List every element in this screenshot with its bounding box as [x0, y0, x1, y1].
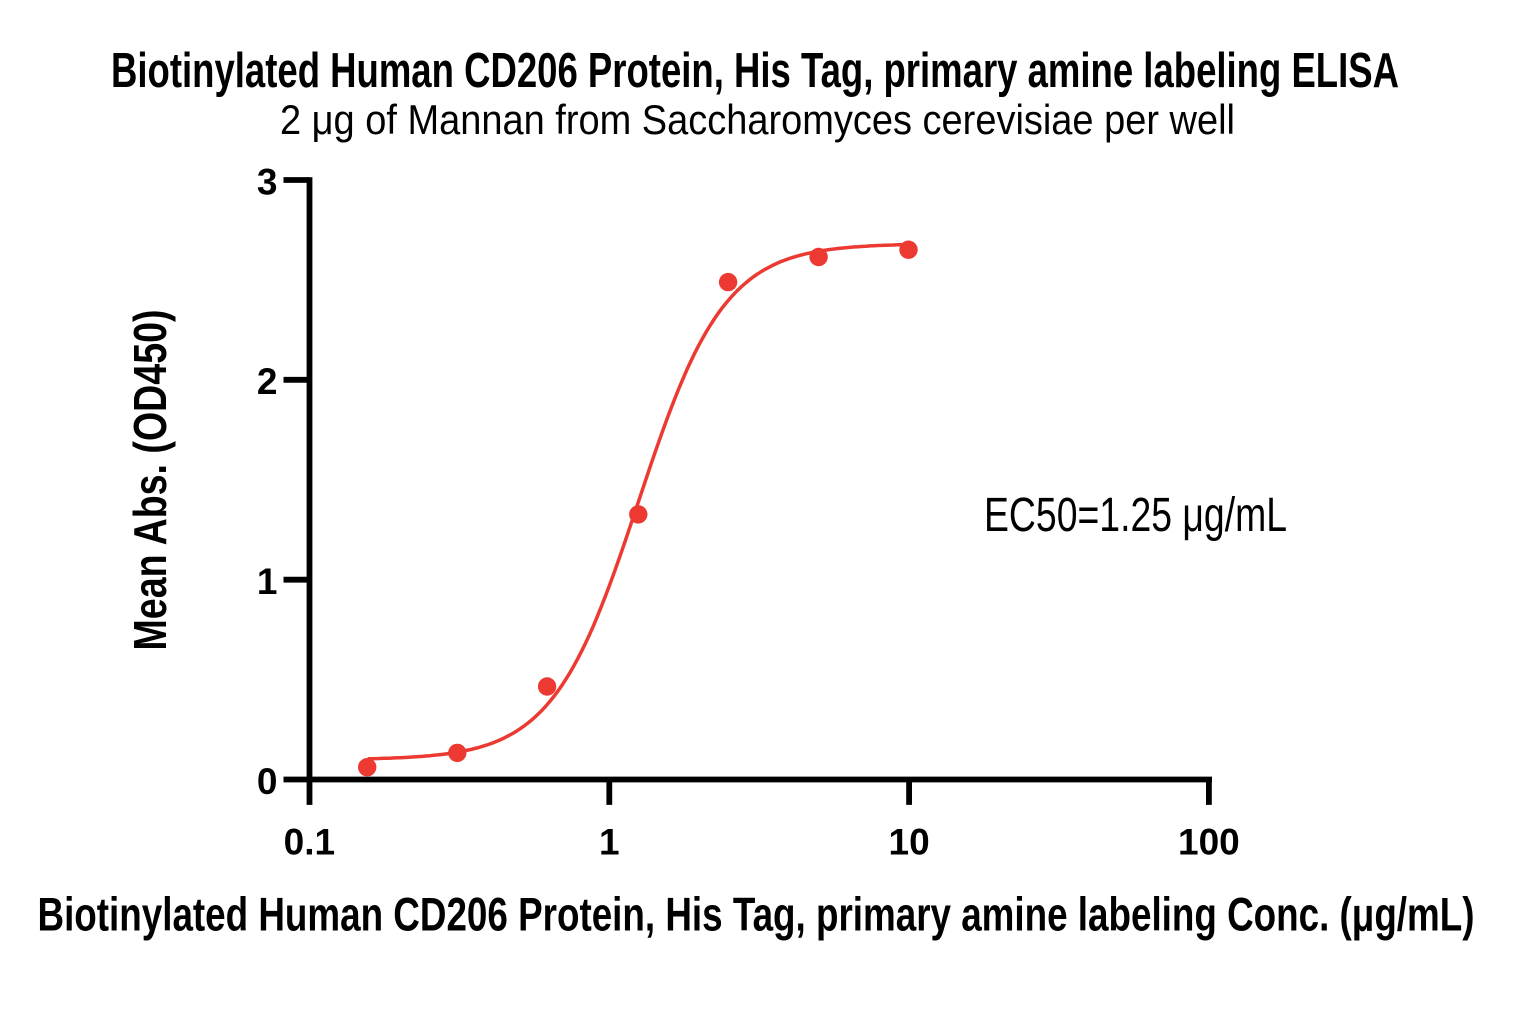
svg-text:Biotinylated Human CD206 Prote: Biotinylated Human CD206 Protein, His Ta…: [38, 888, 1475, 941]
svg-text:Biotinylated Human CD206 Prote: Biotinylated Human CD206 Protein, His Ta…: [111, 44, 1399, 98]
svg-text:10: 10: [889, 821, 930, 862]
svg-text:1: 1: [599, 821, 620, 862]
svg-text:0: 0: [257, 761, 278, 802]
svg-text:2: 2: [257, 361, 278, 402]
svg-text:3: 3: [257, 161, 278, 202]
svg-text:Mean Abs. (OD450): Mean Abs. (OD450): [124, 310, 176, 651]
svg-text:0.1: 0.1: [284, 821, 335, 862]
svg-text:2 μg of Mannan from Saccharomy: 2 μg of Mannan from Saccharomyces cerevi…: [280, 96, 1235, 143]
svg-text:100: 100: [1178, 821, 1240, 862]
svg-text:EC50=1.25 μg/mL: EC50=1.25 μg/mL: [984, 489, 1287, 542]
svg-text:1: 1: [257, 561, 278, 602]
